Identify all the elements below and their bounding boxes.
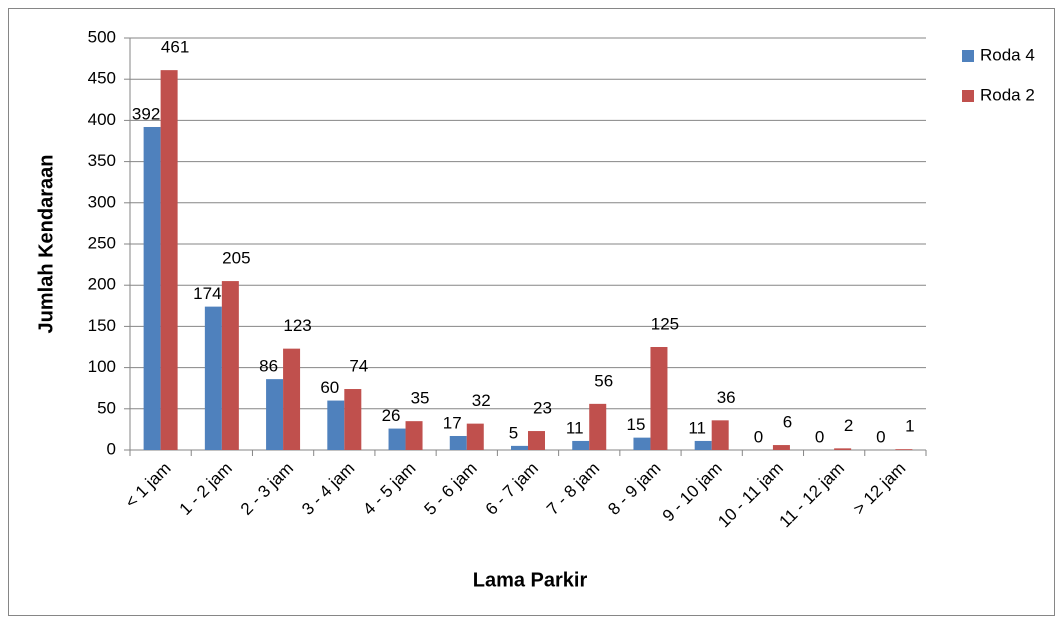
- bar: [772, 445, 790, 450]
- y-tick-label: 150: [88, 316, 116, 335]
- bar: [344, 389, 362, 450]
- bar: [633, 437, 651, 450]
- y-tick-label: 500: [88, 27, 116, 46]
- y-axis-title: Jumlah Kendaraan: [35, 155, 57, 334]
- data-label: 23: [533, 399, 552, 418]
- y-tick-label: 0: [107, 439, 116, 458]
- data-label: 0: [876, 427, 885, 446]
- bar: [572, 440, 590, 450]
- data-label: 123: [283, 316, 311, 335]
- bar: [528, 431, 545, 450]
- bar: [221, 281, 239, 450]
- data-label: 86: [259, 357, 278, 376]
- y-tick-label: 300: [88, 192, 116, 211]
- bar: [204, 306, 222, 450]
- bar: [143, 126, 161, 450]
- data-label: 2: [844, 416, 853, 435]
- data-label: 205: [222, 249, 250, 268]
- legend-swatch: [962, 90, 974, 102]
- data-label: 11: [688, 418, 706, 437]
- data-label: 35: [411, 389, 430, 408]
- data-label: 32: [472, 391, 491, 410]
- chart-border: [8, 8, 1055, 616]
- y-tick-label: 200: [88, 275, 116, 294]
- data-label: 392: [132, 104, 160, 123]
- legend-label: Roda 2: [980, 85, 1035, 104]
- data-label: 15: [627, 415, 646, 434]
- data-label: 125: [651, 314, 679, 333]
- y-tick-label: 100: [88, 357, 116, 376]
- y-tick-label: 250: [88, 233, 116, 252]
- bar: [466, 423, 484, 450]
- legend-label: Roda 4: [980, 45, 1035, 64]
- bar: [694, 440, 712, 450]
- x-axis-title: Lama Parkir: [473, 569, 588, 591]
- data-label: 11: [566, 418, 584, 437]
- bar: [160, 70, 178, 451]
- bar: [650, 347, 668, 450]
- bar: [895, 449, 913, 450]
- bar: [834, 448, 852, 450]
- data-label: 60: [320, 378, 339, 397]
- bar: [449, 435, 467, 450]
- data-label: 74: [349, 357, 368, 376]
- data-label: 1: [905, 417, 914, 436]
- data-label: 26: [382, 406, 401, 425]
- y-tick-label: 450: [88, 69, 116, 88]
- data-label: 6: [783, 413, 792, 432]
- data-label: 174: [193, 284, 221, 303]
- y-tick-label: 50: [97, 398, 116, 417]
- data-label: 5: [509, 423, 518, 442]
- data-label: 17: [443, 413, 462, 432]
- bar: [711, 420, 729, 450]
- data-label: 0: [815, 427, 824, 446]
- data-label: 56: [594, 371, 613, 390]
- bar: [511, 445, 528, 450]
- y-tick-label: 400: [88, 110, 116, 129]
- bar: [388, 428, 406, 450]
- y-tick-label: 350: [88, 151, 116, 170]
- bar: [405, 421, 423, 450]
- data-label: 0: [754, 427, 763, 446]
- legend-swatch: [962, 50, 974, 62]
- data-label: 36: [717, 388, 736, 407]
- bar: [327, 400, 345, 450]
- data-label: 461: [161, 38, 189, 57]
- bar: [589, 403, 607, 450]
- bar: [283, 348, 301, 450]
- bar: [266, 379, 284, 450]
